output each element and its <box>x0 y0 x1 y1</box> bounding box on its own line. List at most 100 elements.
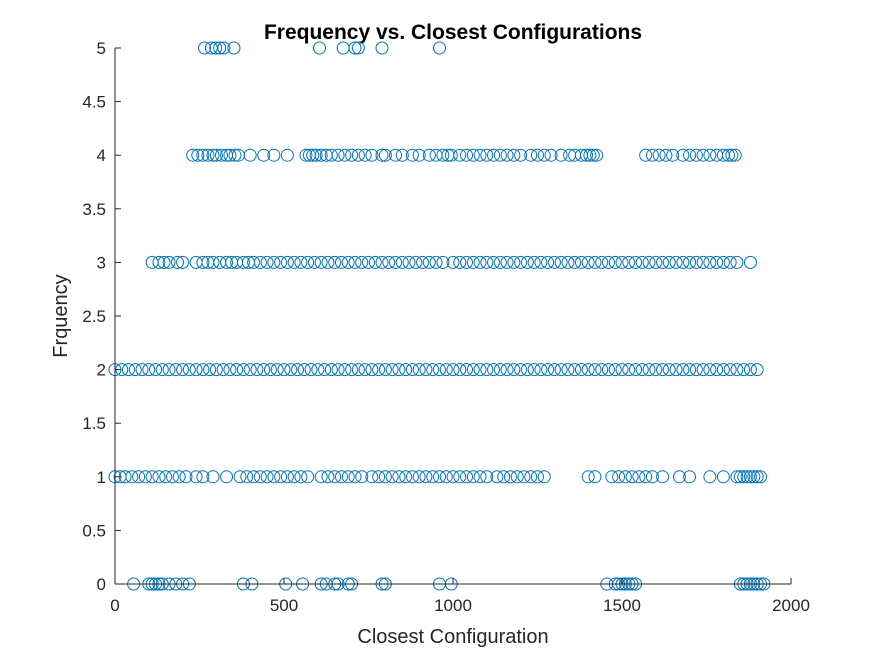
data-point <box>196 255 210 269</box>
data-point <box>260 255 274 269</box>
data-point <box>639 470 653 484</box>
data-point <box>331 363 345 377</box>
data-point <box>196 470 210 484</box>
data-point <box>500 255 514 269</box>
data-point <box>453 255 467 269</box>
data-point <box>487 255 501 269</box>
data-point <box>444 148 458 162</box>
data-point <box>703 255 717 269</box>
data-point <box>419 470 433 484</box>
data-point <box>601 255 615 269</box>
x-tick-label: 1500 <box>603 596 641 615</box>
data-point <box>209 41 223 55</box>
data-point <box>204 41 218 55</box>
data-point <box>213 41 227 55</box>
data-point <box>382 255 396 269</box>
data-point <box>537 148 551 162</box>
data-point <box>171 255 185 269</box>
data-point <box>159 470 173 484</box>
data-point <box>601 363 615 377</box>
data-point <box>236 255 250 269</box>
data-point <box>306 148 320 162</box>
data-point <box>351 148 365 162</box>
data-point <box>155 363 169 377</box>
data-point <box>399 363 413 377</box>
data-point <box>213 255 227 269</box>
data-point <box>250 363 264 377</box>
data-point <box>412 470 426 484</box>
data-point <box>189 470 203 484</box>
data-point <box>514 148 528 162</box>
data-point <box>253 255 267 269</box>
data-point <box>257 363 271 377</box>
data-point <box>441 148 455 162</box>
data-point <box>284 363 298 377</box>
data-point <box>372 363 386 377</box>
data-point <box>737 470 751 484</box>
data-point <box>524 470 538 484</box>
data-point <box>580 148 594 162</box>
data-point <box>487 148 501 162</box>
data-point <box>743 255 757 269</box>
data-point <box>520 363 534 377</box>
data-point <box>243 363 257 377</box>
data-point <box>453 363 467 377</box>
data-point <box>189 363 203 377</box>
data-point <box>466 255 480 269</box>
data-point <box>446 470 460 484</box>
data-point <box>228 148 242 162</box>
data-point <box>321 470 335 484</box>
data-point <box>493 255 507 269</box>
data-point <box>182 363 196 377</box>
data-point <box>635 363 649 377</box>
data-point <box>750 363 764 377</box>
data-point <box>426 470 440 484</box>
data-point <box>375 255 389 269</box>
data-point <box>345 148 359 162</box>
data-point <box>328 470 342 484</box>
data-point <box>225 255 239 269</box>
data-point <box>351 41 365 55</box>
x-axis-label: Closest Configuration <box>357 626 548 648</box>
data-point <box>409 255 423 269</box>
data-point <box>733 470 747 484</box>
data-point <box>608 363 622 377</box>
data-point <box>473 363 487 377</box>
data-point <box>710 255 724 269</box>
data-point <box>345 363 359 377</box>
data-point <box>223 148 237 162</box>
data-point <box>324 148 338 162</box>
data-point <box>639 148 653 162</box>
data-point <box>743 363 757 377</box>
data-point <box>242 255 256 269</box>
data-point <box>446 363 460 377</box>
data-point <box>432 470 446 484</box>
data-point <box>176 363 190 377</box>
data-point <box>460 470 474 484</box>
data-point <box>487 363 501 377</box>
data-point <box>227 41 241 55</box>
data-point <box>656 363 670 377</box>
data-point <box>754 470 768 484</box>
data-point <box>683 255 697 269</box>
data-point <box>635 255 649 269</box>
data-point <box>473 255 487 269</box>
data-point <box>676 363 690 377</box>
data-point <box>544 148 558 162</box>
data-point <box>378 470 392 484</box>
x-tick-label: 0 <box>110 596 119 615</box>
chart-title: Frequency vs. Closest Configurations <box>264 21 642 44</box>
data-point <box>426 363 440 377</box>
data-point <box>531 470 544 484</box>
data-point <box>666 148 680 162</box>
data-point <box>358 363 372 377</box>
data-point <box>645 148 659 162</box>
data-point <box>365 470 379 484</box>
data-point <box>514 363 528 377</box>
data-point <box>659 148 673 162</box>
data-point <box>395 148 409 162</box>
data-point <box>473 470 487 484</box>
data-point <box>294 470 308 484</box>
data-point <box>645 470 659 484</box>
